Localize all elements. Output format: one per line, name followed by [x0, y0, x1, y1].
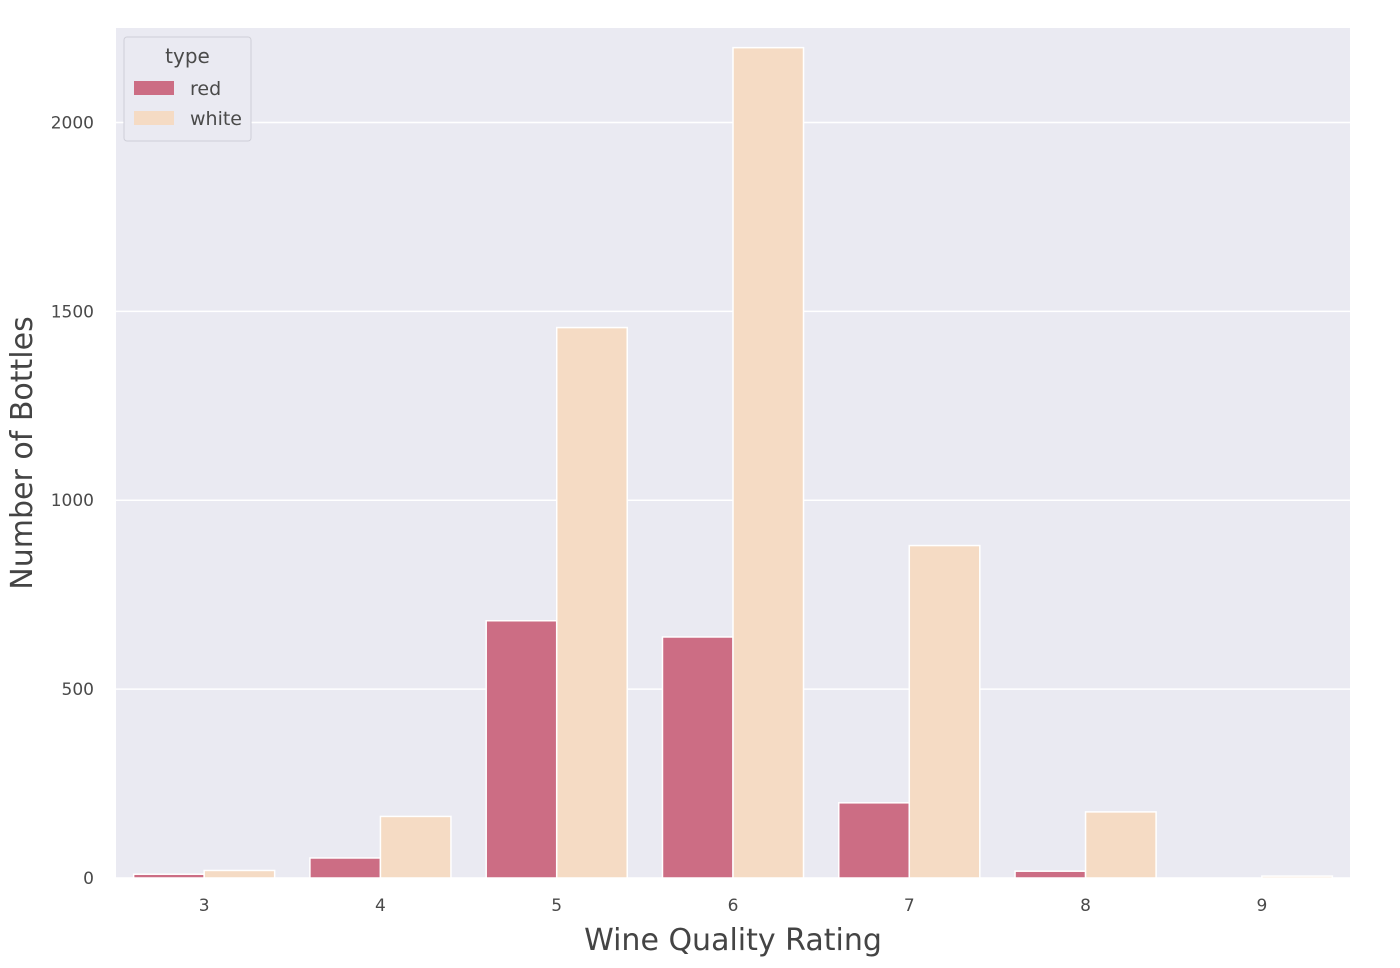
legend-swatch-white	[134, 111, 174, 125]
y-tick-label-2: 1000	[51, 491, 94, 511]
bar-red-4	[309, 857, 382, 879]
bar-red-5	[485, 619, 558, 879]
legend-title: type	[165, 44, 210, 68]
y-tick-label-3: 1500	[51, 302, 94, 322]
x-tick-label-7: 7	[904, 896, 915, 916]
x-tick-labels: 3 4 5 6 7 8 9	[199, 896, 1268, 916]
x-tick-label-6: 6	[728, 896, 739, 916]
bar-white-8	[1084, 811, 1157, 879]
x-tick-label-9: 9	[1256, 896, 1267, 916]
bar-white-6	[732, 46, 805, 879]
bar-white-7	[908, 544, 981, 879]
bar-white-3	[203, 869, 276, 879]
bar-red-7	[838, 802, 911, 879]
y-axis-label: Number of Bottles	[5, 316, 40, 589]
legend: type red white	[123, 36, 252, 142]
bar-white-4	[379, 815, 452, 879]
bar-red-3	[132, 873, 205, 879]
x-tick-label-5: 5	[551, 896, 562, 916]
y-tick-label-0: 0	[83, 869, 94, 889]
bar-red-8	[1014, 870, 1087, 879]
bars	[132, 46, 1334, 879]
legend-label-red: red	[190, 78, 221, 100]
y-tick-labels: 0 500 1000 1500 2000	[51, 113, 94, 889]
x-tick-label-8: 8	[1080, 896, 1091, 916]
bar-red-6	[661, 636, 734, 879]
bar-white-9	[1261, 875, 1334, 879]
y-tick-label-4: 2000	[51, 113, 94, 133]
x-tick-label-4: 4	[375, 896, 386, 916]
x-tick-label-3: 3	[199, 896, 210, 916]
legend-swatch-red	[134, 81, 174, 95]
y-tick-label-1: 500	[62, 680, 94, 700]
legend-items: red white	[134, 78, 242, 130]
legend-label-white: white	[190, 108, 242, 130]
x-axis-label: Wine Quality Rating	[584, 923, 882, 958]
bar-white-5	[555, 326, 628, 879]
